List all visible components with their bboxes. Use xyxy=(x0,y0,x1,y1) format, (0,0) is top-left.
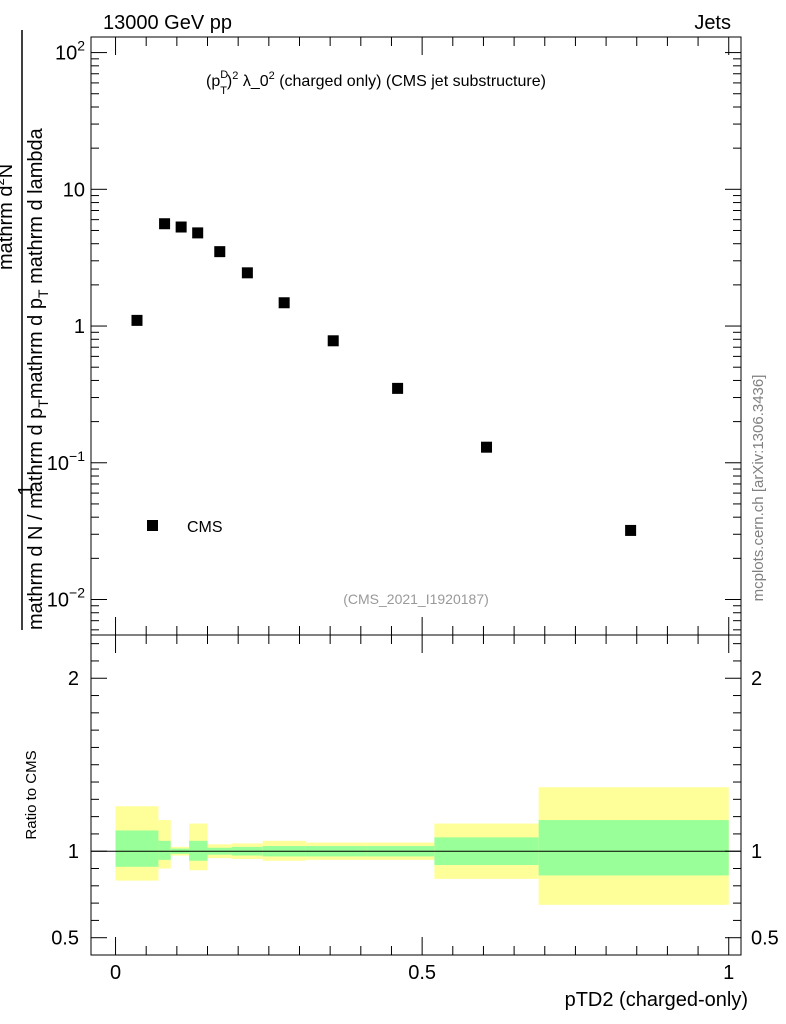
plot-title: (pD T)2 λ_02 (charged only) (CMS jet subs… xyxy=(206,69,546,97)
ratio-inner-band xyxy=(115,830,159,867)
data-point xyxy=(392,382,404,394)
watermark: mcplots.cern.ch [arXiv:1306.3436] xyxy=(750,375,767,602)
data-point xyxy=(192,227,204,239)
data-point xyxy=(214,246,226,258)
plot-title-sq2: 2 xyxy=(269,70,275,82)
y-label-numerator-n: mathrm d2N xyxy=(0,164,17,270)
data-point xyxy=(327,335,339,347)
ratio-y-tick-label-right: 0.5 xyxy=(751,928,779,950)
y-label-den-b: mathrm d p xyxy=(25,298,47,399)
y-label-den-sub: T xyxy=(35,399,51,408)
data-point xyxy=(481,441,493,453)
x-tick-label: 1 xyxy=(723,962,734,984)
plot-title-lambda: λ_0 xyxy=(238,73,268,90)
x-ticks: 0 0.5 1 xyxy=(110,37,734,984)
ratio-inner-band xyxy=(538,820,729,876)
main-y-ticks: 10−2 10−1 1 10 102 xyxy=(47,38,741,631)
ratio-y-tick-label-left: 0.5 xyxy=(51,928,79,950)
main-y-tick-label: 102 xyxy=(55,38,85,65)
ratio-y-tick-label-right: 2 xyxy=(751,668,762,690)
main-y-tick-label: 1 xyxy=(74,316,85,338)
data-point xyxy=(278,297,290,309)
data-point xyxy=(131,314,143,326)
y-label-den-a: mathrm d N / mathrm d p xyxy=(25,408,47,630)
plot-title-prefix: (p xyxy=(206,73,220,90)
header-left: 13000 GeV pp xyxy=(103,12,232,34)
data-point xyxy=(159,218,171,230)
data-point xyxy=(241,267,253,279)
y-axis-label: 1 mathrm d N / mathrm d pTmathrm d pT ma… xyxy=(0,30,51,630)
ratio-y-tick-label-left: 2 xyxy=(68,668,79,690)
ratio-bands xyxy=(115,787,729,905)
ratio-y-tick-label-right: 1 xyxy=(751,841,762,863)
header-right: Jets xyxy=(694,12,731,34)
plot-title-pt-sub: T xyxy=(220,85,227,97)
plot-title-after-pt: ) xyxy=(227,73,232,90)
main-y-tick-label: 10−1 xyxy=(47,448,85,475)
ratio-inner-band xyxy=(158,840,171,860)
legend-label: CMS xyxy=(187,519,223,536)
y-label-denominator: mathrm d N / mathrm d pTmathrm d pT math… xyxy=(25,127,51,630)
main-frame xyxy=(90,36,742,636)
plot-title-sq: 2 xyxy=(232,70,238,82)
main-y-tick-label: 10 xyxy=(63,179,85,201)
ratio-y-label: Ratio to CMS xyxy=(23,750,40,839)
y-label-num-sup: 2 xyxy=(0,178,7,185)
legend-marker xyxy=(147,520,158,531)
y-label-den-sub2: T xyxy=(35,289,51,298)
data-point xyxy=(625,524,637,536)
main-y-tick-label: 10−2 xyxy=(47,584,85,611)
x-axis-label: pTD2 (charged-only) xyxy=(565,989,748,1011)
y-label-numerator: 1 xyxy=(15,484,37,495)
plot-title-pt-sup: D xyxy=(220,69,228,81)
analysis-id: (CMS_2021_I1920187) xyxy=(343,591,489,607)
y-label-num-n: N xyxy=(0,164,17,178)
data-point xyxy=(175,221,187,233)
ratio-y-tick-label-left: 1 xyxy=(68,841,79,863)
ratio-frame xyxy=(90,634,742,956)
main-markers xyxy=(131,218,637,536)
ratio-y-ticks: 0.5 0.5 1 1 2 2 xyxy=(51,643,779,956)
x-tick-label: 0 xyxy=(110,962,121,984)
x-tick-label: 0.5 xyxy=(408,962,436,984)
y-label-den-c: mathrm d lambda xyxy=(25,127,47,283)
plot-title-rest: (charged only) (CMS jet substructure) xyxy=(275,73,546,90)
